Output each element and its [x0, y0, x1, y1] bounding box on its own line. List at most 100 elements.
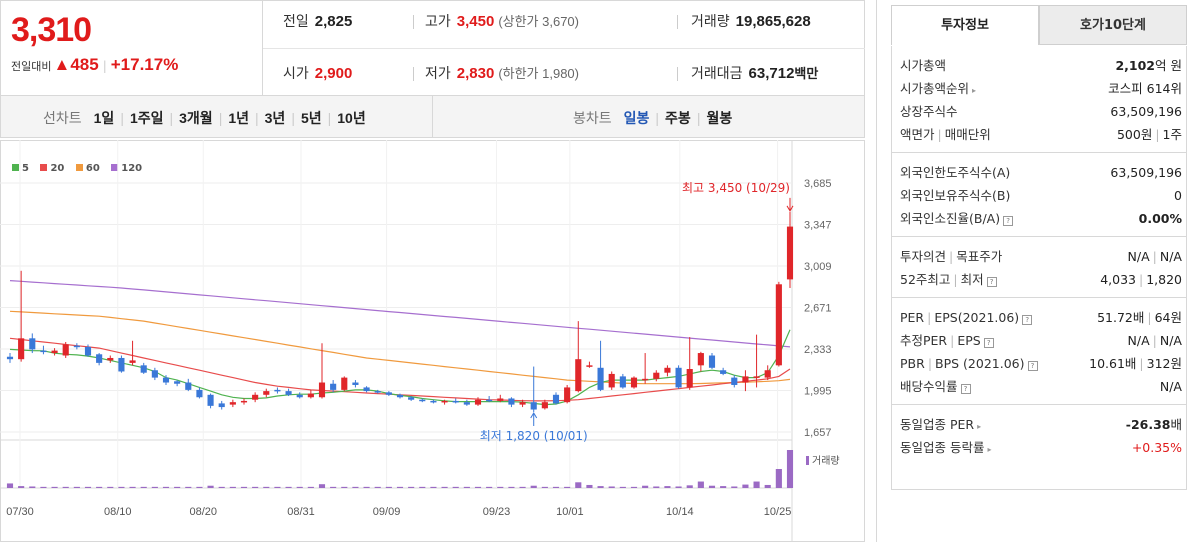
- help-icon[interactable]: ?: [960, 384, 971, 394]
- volume-bar: [708, 485, 716, 488]
- tab-order-book[interactable]: 호가10단계: [1039, 5, 1187, 45]
- help-icon[interactable]: ?: [1022, 315, 1033, 325]
- x-tick-label: 09/23: [483, 506, 511, 518]
- volume-bar: [151, 486, 158, 488]
- info-label[interactable]: 52주최고 | 최저?: [900, 268, 997, 291]
- volume-bar: [185, 486, 192, 488]
- volume-bar: [162, 486, 170, 488]
- info-label: 외국인한도주식수(A): [900, 165, 1011, 180]
- candle-chart-title: 봉차트: [573, 110, 612, 126]
- volume-bar: [385, 486, 392, 488]
- candle: [29, 338, 36, 350]
- volume-bar: [642, 485, 649, 488]
- x-tick-label: 07/30: [6, 506, 34, 518]
- candlestick-chart[interactable]: 3,685 3,347 3,009 2,671 2,333 1,995 1,657 07/30…: [0, 140, 865, 542]
- caret-right-icon[interactable]: ▸: [972, 86, 977, 95]
- info-row: 추정PER | EPS? N/A | N/A: [892, 329, 1186, 352]
- candle: [18, 338, 25, 360]
- candle: [218, 403, 225, 408]
- info-label[interactable]: 시가총액순위 ▸: [900, 81, 977, 96]
- candle: [742, 376, 749, 383]
- info-value: N/A: [1159, 379, 1182, 394]
- tab-3m[interactable]: 3개월: [179, 110, 213, 126]
- tab-1w[interactable]: 1주일: [129, 110, 164, 126]
- tab-monthly[interactable]: 월봉: [706, 110, 733, 126]
- tab-1d[interactable]: 1일: [93, 110, 115, 126]
- help-icon[interactable]: ?: [1003, 216, 1014, 226]
- candle: [619, 376, 626, 388]
- info-label[interactable]: PBR | BPS (2021.06)?: [900, 352, 1038, 375]
- volume-bar: [497, 486, 504, 488]
- info-value: -26.38배: [1125, 417, 1182, 432]
- candle: [240, 400, 248, 403]
- volume-bar: [218, 486, 225, 488]
- volume-bar: [608, 486, 615, 488]
- candle: [642, 378, 649, 381]
- tab-daily[interactable]: 일봉: [623, 110, 650, 126]
- info-value: 0: [1174, 188, 1182, 203]
- help-icon[interactable]: ?: [986, 277, 997, 287]
- volume-bar: [619, 486, 626, 488]
- ma120-line: [9, 280, 791, 348]
- high-arrowhead-icon: [786, 205, 794, 212]
- info-value: 0.00%: [1138, 211, 1182, 226]
- current-price-box: 3,310 전일대비 ▲485 | +17.17%: [0, 0, 263, 96]
- tab-investment-info[interactable]: 투자정보: [891, 5, 1039, 45]
- tab-weekly[interactable]: 주봉: [665, 110, 691, 126]
- help-icon[interactable]: ?: [983, 338, 994, 348]
- info-label: 투자의견 | 목표주가: [900, 249, 1003, 264]
- info-label[interactable]: 배당수익률?: [900, 375, 971, 398]
- info-row: 외국인한도주식수(A) 63,509,196: [892, 161, 1186, 184]
- info-label[interactable]: PER | EPS(2021.06)?: [900, 306, 1033, 329]
- candle: [408, 397, 415, 400]
- volume-bar: [786, 450, 794, 488]
- info-row: 시가총액 2,102억 원: [892, 54, 1186, 77]
- volume-bar: [140, 486, 147, 488]
- volume-bar: [40, 486, 47, 488]
- volume-bar: [84, 486, 92, 488]
- info-label[interactable]: 추정PER | EPS?: [900, 329, 994, 352]
- turnover: 거래대금 63,712백만: [691, 65, 819, 82]
- candle: [508, 398, 515, 405]
- volume-bar: [51, 486, 58, 488]
- help-icon[interactable]: ?: [1027, 361, 1038, 371]
- x-tick-label: 10/25: [764, 506, 792, 518]
- legend-ma5: 5: [12, 163, 29, 174]
- info-label[interactable]: 동일업종 등락률 ▸: [900, 440, 992, 455]
- tab-5y[interactable]: 5년: [300, 110, 322, 126]
- x-tick-label: 10/14: [666, 506, 694, 518]
- caret-right-icon[interactable]: ▸: [977, 422, 982, 431]
- caret-right-icon[interactable]: ▸: [987, 445, 992, 454]
- volume-bar: [686, 485, 693, 488]
- candle: [6, 356, 14, 360]
- candle: [519, 402, 526, 405]
- volume-bar: [96, 486, 103, 488]
- candle: [708, 355, 716, 368]
- info-row: 52주최고 | 최저? 4,033 | 1,820: [892, 268, 1186, 291]
- volume-bar: [252, 486, 259, 488]
- info-value: 63,509,196: [1110, 165, 1182, 180]
- low-price: 저가 2,830 (하한가 1,980): [425, 65, 579, 82]
- info-label[interactable]: 외국인소진율(B/A)?: [900, 207, 1014, 230]
- tab-10y[interactable]: 10년: [337, 110, 366, 126]
- volume-bar: [575, 482, 582, 488]
- volume-bar: [374, 486, 381, 488]
- info-label: 액면가 | 매매단위: [900, 127, 991, 142]
- stock-chart-panel: 3,310 전일대비 ▲485 | +17.17% 전일 2,825 고가 3,450 (상…: [0, 0, 865, 542]
- info-row: 시가총액순위 ▸ 코스피 614위: [892, 77, 1186, 100]
- volume-bar: [697, 481, 704, 488]
- candle: [630, 377, 638, 388]
- candle: [396, 394, 404, 398]
- price-change: 전일대비 ▲485 | +17.17%: [11, 55, 179, 74]
- volume-bar: [18, 486, 25, 488]
- change-amount: 485: [70, 55, 99, 74]
- tab-1y[interactable]: 1년: [228, 110, 249, 126]
- info-value: N/A | N/A: [1127, 249, 1182, 264]
- tab-3y[interactable]: 3년: [264, 110, 286, 126]
- candle: [664, 367, 671, 373]
- prev-close: 전일 2,825: [283, 13, 353, 30]
- volume-bar: [207, 485, 214, 488]
- info-label[interactable]: 동일업종 PER ▸: [900, 417, 982, 432]
- candle: [151, 370, 158, 378]
- candle: [196, 389, 203, 398]
